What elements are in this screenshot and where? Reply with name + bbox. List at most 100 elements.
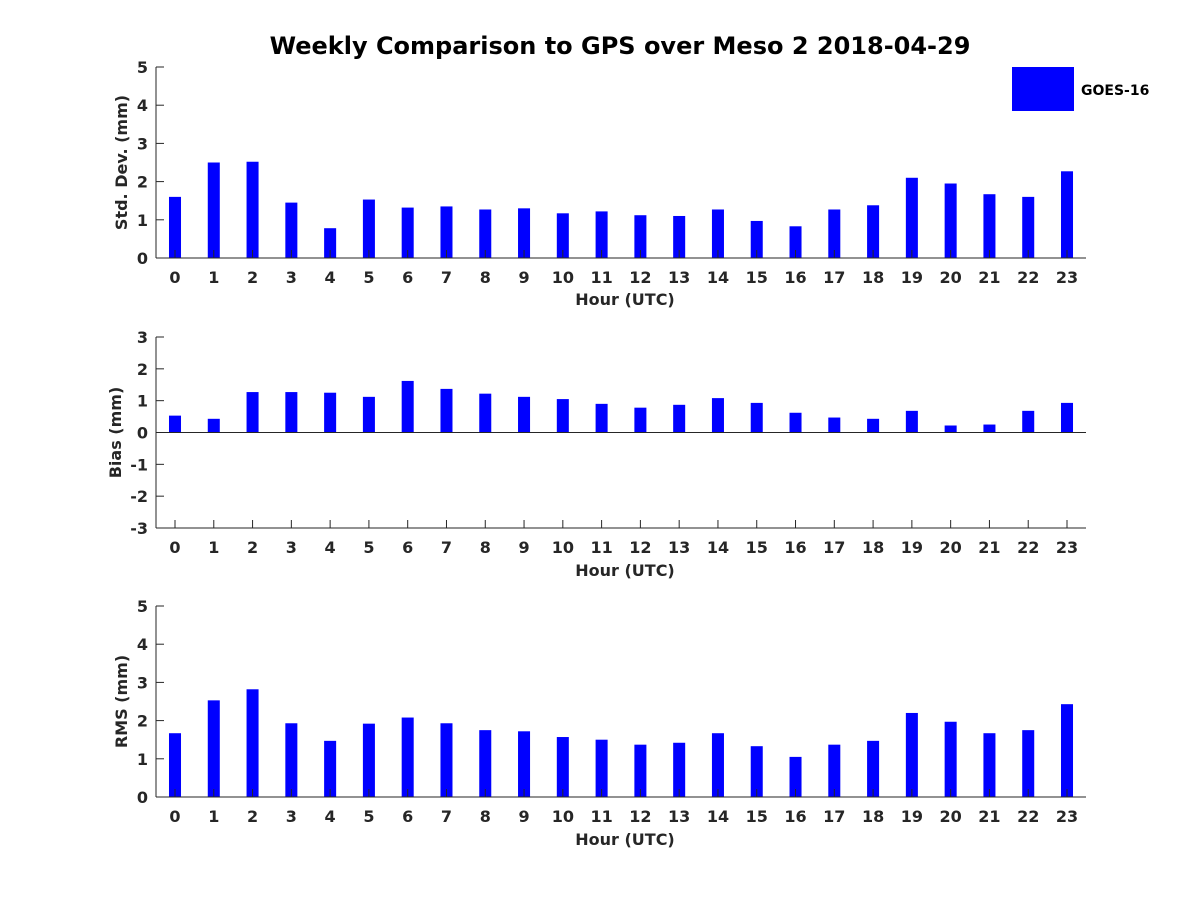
std-dev-y-tick-label: 2 xyxy=(137,173,148,192)
std-dev-bar-hour-16 xyxy=(789,226,802,258)
bias-x-tick-label: 4 xyxy=(325,538,336,557)
rms-bar-hour-11 xyxy=(595,739,608,797)
bias-y-tick-label: -1 xyxy=(130,455,148,474)
rms-x-tick-label: 22 xyxy=(1017,807,1039,826)
bias-bar-hour-2 xyxy=(246,392,259,433)
bias-y-tick-label: -3 xyxy=(130,519,148,538)
rms-bar-hour-3 xyxy=(285,723,298,797)
bias-x-tick-label: 11 xyxy=(590,538,612,557)
rms-x-tick-label: 14 xyxy=(707,807,729,826)
std-dev-x-tick-label: 3 xyxy=(286,268,297,287)
bias-y-tick-label: -2 xyxy=(130,487,148,506)
rms-bar-hour-6 xyxy=(401,717,414,797)
bias-bar-hour-16 xyxy=(789,412,802,433)
rms-bar-hour-10 xyxy=(556,737,569,797)
std-dev-x-tick-label: 17 xyxy=(823,268,845,287)
std-dev-x-tick-label: 20 xyxy=(940,268,962,287)
bias-x-tick-label: 19 xyxy=(901,538,923,557)
bias-bar-hour-18 xyxy=(867,418,880,433)
std-dev-bar-hour-6 xyxy=(401,207,414,258)
std-dev-bar-hour-2 xyxy=(246,161,259,258)
bias-bar-hour-13 xyxy=(673,404,686,433)
std-dev-bar-hour-22 xyxy=(1022,196,1035,258)
std-dev-x-tick-label: 11 xyxy=(590,268,612,287)
bias-x-tick-label: 18 xyxy=(862,538,884,557)
rms-bar-hour-20 xyxy=(944,721,957,797)
std-dev-x-tick-label: 22 xyxy=(1017,268,1039,287)
std-dev-bar-hour-9 xyxy=(518,208,531,258)
rms-bar-hour-21 xyxy=(983,733,996,797)
rms-x-tick-label: 11 xyxy=(590,807,612,826)
bias-bar-hour-9 xyxy=(518,396,531,433)
rms-x-tick-label: 9 xyxy=(518,807,529,826)
std-dev-x-axis-label: Hour (UTC) xyxy=(575,290,675,309)
rms-bar-hour-12 xyxy=(634,744,647,797)
bias-bar-hour-23 xyxy=(1060,402,1074,433)
bias-x-tick-label: 9 xyxy=(518,538,529,557)
std-dev-x-tick-label: 9 xyxy=(518,268,529,287)
rms-bar-hour-0 xyxy=(168,733,182,797)
bias-y-tick-label: 3 xyxy=(137,328,148,347)
std-dev-bar-hour-11 xyxy=(595,211,608,258)
std-dev-x-tick-label: 13 xyxy=(668,268,690,287)
rms-x-tick-label: 2 xyxy=(247,807,258,826)
std-dev-x-tick-label: 8 xyxy=(480,268,491,287)
std-dev-bar-hour-20 xyxy=(944,183,957,258)
bias-x-axis-label: Hour (UTC) xyxy=(575,561,675,580)
rms-x-tick-label: 12 xyxy=(629,807,651,826)
std-dev-x-tick-label: 14 xyxy=(707,268,729,287)
std-dev-x-tick-label: 1 xyxy=(208,268,219,287)
bias-bar-hour-11 xyxy=(595,403,608,433)
legend-swatch-goes16 xyxy=(1012,67,1074,111)
bias-bar-hour-4 xyxy=(324,392,337,433)
std-dev-x-tick-label: 19 xyxy=(901,268,923,287)
bias-bar-hour-21 xyxy=(983,424,996,433)
std-dev-bar-hour-15 xyxy=(750,220,763,258)
bias-y-tick-label: 1 xyxy=(137,392,148,411)
std-dev-bar-hour-3 xyxy=(285,202,298,258)
bias-x-tick-label: 12 xyxy=(629,538,651,557)
std-dev-x-tick-label: 0 xyxy=(169,268,180,287)
std-dev-bar-hour-1 xyxy=(207,162,220,258)
bias-bar-hour-15 xyxy=(750,402,763,433)
rms-x-tick-label: 15 xyxy=(746,807,768,826)
bias-y-tick-label: 0 xyxy=(137,424,148,443)
std-dev-x-tick-label: 10 xyxy=(552,268,574,287)
std-dev-x-tick-label: 6 xyxy=(402,268,413,287)
std-dev-bar-hour-18 xyxy=(867,205,880,258)
rms-bar-hour-18 xyxy=(867,740,880,797)
std-dev-x-tick-label: 18 xyxy=(862,268,884,287)
rms-bar-hour-1 xyxy=(207,700,220,797)
rms-x-tick-label: 19 xyxy=(901,807,923,826)
rms-x-tick-label: 6 xyxy=(402,807,413,826)
bias-x-tick-label: 13 xyxy=(668,538,690,557)
rms-x-tick-label: 7 xyxy=(441,807,452,826)
std-dev-x-tick-label: 21 xyxy=(978,268,1000,287)
bias-x-tick-label: 1 xyxy=(208,538,219,557)
rms-x-tick-label: 3 xyxy=(286,807,297,826)
bias-x-tick-label: 23 xyxy=(1056,538,1078,557)
rms-y-tick-label: 3 xyxy=(137,673,148,692)
bias-bar-hour-1 xyxy=(207,418,220,433)
rms-bar-hour-7 xyxy=(440,723,453,797)
rms-bar-hour-16 xyxy=(789,756,802,797)
rms-bar-hour-5 xyxy=(362,723,375,797)
bias-bar-hour-0 xyxy=(168,415,182,433)
std-dev-bar-hour-0 xyxy=(168,196,182,258)
bias-y-axis-label: Bias (mm) xyxy=(106,387,125,479)
rms-x-tick-label: 0 xyxy=(169,807,180,826)
rms-bar-hour-19 xyxy=(905,712,918,797)
std-dev-x-tick-label: 15 xyxy=(746,268,768,287)
bias-x-tick-label: 5 xyxy=(363,538,374,557)
rms-x-tick-label: 16 xyxy=(784,807,806,826)
std-dev-x-tick-label: 4 xyxy=(325,268,336,287)
std-dev-bar-hour-14 xyxy=(711,209,724,258)
rms-bar-hour-23 xyxy=(1060,704,1074,797)
figure-title: Weekly Comparison to GPS over Meso 2 201… xyxy=(270,32,971,60)
std-dev-y-tick-label: 3 xyxy=(137,134,148,153)
std-dev-x-tick-label: 7 xyxy=(441,268,452,287)
bias-x-tick-label: 6 xyxy=(402,538,413,557)
